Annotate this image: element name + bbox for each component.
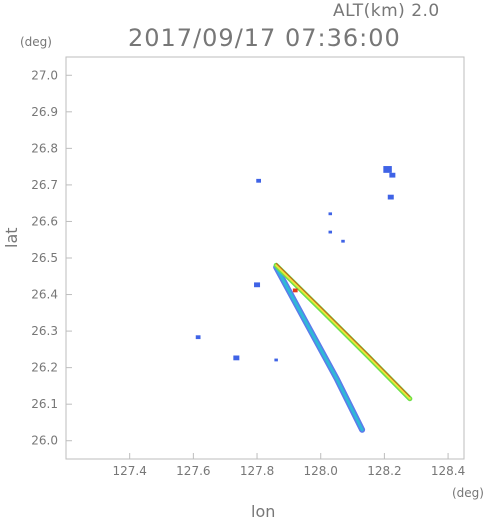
echo-layer	[195, 166, 396, 362]
x-tick-label: 127.4	[113, 464, 147, 478]
y-axis-unit: (deg)	[20, 35, 52, 49]
x-tick-label: 127.6	[176, 464, 210, 478]
x-tick-label: 128.0	[304, 464, 338, 478]
y-tick-label: 26.1	[31, 397, 58, 411]
y-tick-label: 26.5	[31, 251, 58, 265]
y-tick-label: 27.0	[31, 68, 58, 82]
x-tick-label: 128.2	[367, 464, 401, 478]
echo-point	[328, 230, 333, 234]
echo-point	[389, 172, 396, 178]
y-tick-label: 26.8	[31, 141, 58, 155]
echo-point	[274, 358, 278, 362]
echo-point	[387, 194, 394, 200]
echo-point	[328, 212, 333, 216]
y-tick-label: 26.4	[31, 288, 58, 302]
echo-point	[383, 166, 392, 173]
tick-layer: 127.4 127.6 127.8 128.0 128.2 128.4 26.0 26.1 26…	[31, 68, 465, 478]
beam-layer	[273, 262, 413, 433]
x-tick-label: 127.8	[240, 464, 274, 478]
echo-point	[254, 282, 261, 288]
y-tick-label: 26.0	[31, 434, 58, 448]
beam-echo-core	[275, 264, 411, 400]
x-tick-label: 128.4	[431, 464, 465, 478]
echo-point	[256, 178, 262, 183]
y-tick-label: 26.7	[31, 178, 58, 192]
echo-point	[195, 335, 201, 340]
altitude-label: ALT(km) 2.0	[333, 1, 440, 21]
chart-title-timestamp: 2017/09/17 07:36:00	[128, 24, 401, 52]
y-tick-label: 26.6	[31, 214, 58, 228]
y-tick-label: 26.2	[31, 361, 58, 375]
echo-point	[341, 239, 345, 243]
y-tick-label: 26.3	[31, 324, 58, 338]
beam-echo-edge	[275, 263, 411, 397]
x-axis-label: lon	[251, 502, 276, 521]
y-tick-label: 26.9	[31, 105, 58, 119]
x-axis-unit: (deg)	[452, 486, 484, 500]
echo-point	[292, 288, 298, 293]
plot-frame	[65, 56, 465, 460]
beam-echo-core	[274, 265, 364, 432]
echo-point	[233, 355, 240, 361]
